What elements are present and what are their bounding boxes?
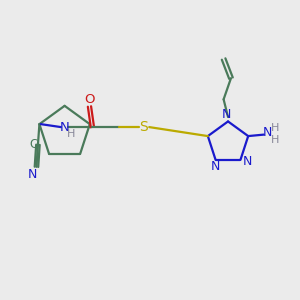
Text: N: N [242,155,252,168]
Text: C: C [29,138,38,151]
Text: N: N [28,168,38,181]
Text: H: H [271,135,280,145]
Text: N: N [211,160,220,173]
Text: H: H [67,129,75,139]
Text: H: H [271,123,280,133]
Text: O: O [84,93,95,106]
Text: S: S [140,120,148,134]
Text: N: N [222,109,231,122]
Text: N: N [262,126,272,139]
Text: N: N [60,121,69,134]
